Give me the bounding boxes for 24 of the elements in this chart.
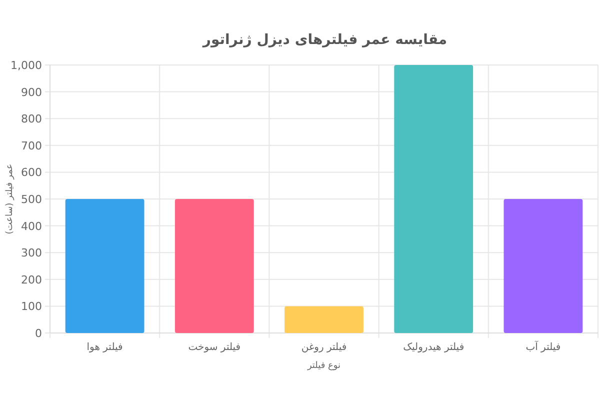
y-tick-label: 500 [21, 193, 42, 206]
x-tick-label: فیلتر روغن [301, 342, 347, 353]
bar [174, 199, 254, 333]
y-axis-title: عمر فیلتر (ساعت) [5, 164, 15, 234]
y-tick-label: 0 [35, 327, 42, 340]
x-tick-label: فیلتر هیدرولیک [403, 342, 464, 353]
bar [504, 199, 583, 333]
y-tick-label: 300 [21, 246, 42, 260]
bar [65, 199, 144, 333]
x-tick-label: فیلتر آب [526, 340, 561, 353]
y-tick-label: 100 [21, 300, 42, 314]
x-tick-label: فیلتر سوخت [188, 342, 241, 353]
y-tick-label: 400 [21, 220, 42, 233]
y-tick-label: 800 [21, 112, 42, 126]
x-axis-title: نوع فیلتر [306, 361, 341, 371]
y-tick-label: 900 [21, 86, 42, 99]
bar [284, 306, 364, 333]
chart-title: مقایسه عمر فیلترهای دیزل ژنراتور [202, 32, 448, 48]
x-tick-label: فیلتر هوا [86, 342, 124, 353]
y-tick-label: 700 [21, 139, 42, 152]
y-tick-label: 200 [21, 273, 42, 286]
y-tick-label: 600 [21, 166, 42, 180]
bar [394, 65, 474, 333]
y-tick-label: 1,000 [10, 59, 42, 72]
